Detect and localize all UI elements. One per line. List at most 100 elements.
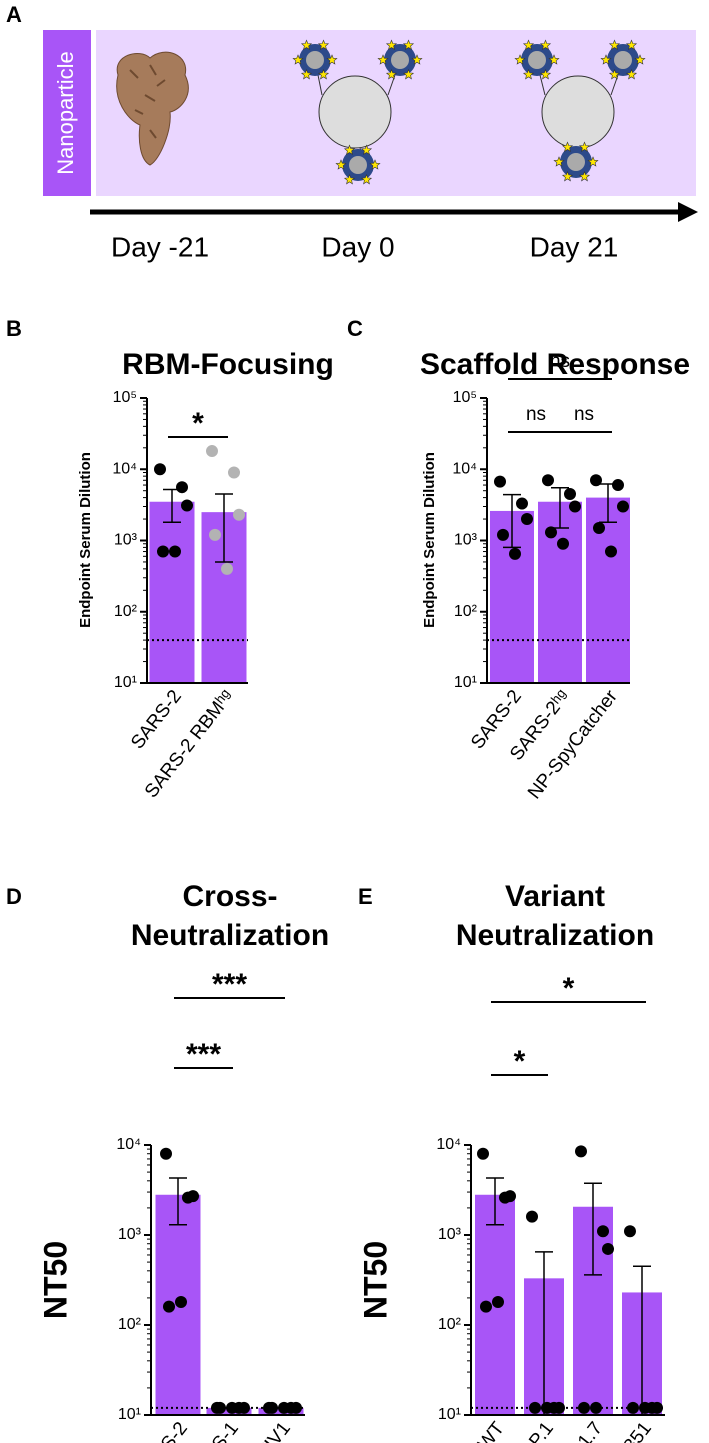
panel-letter: D <box>6 884 22 909</box>
star <box>553 156 565 167</box>
star <box>343 144 356 155</box>
star <box>385 68 398 80</box>
panel-chart: B RBM-Focusing Endpoint Serum Dilution 10¹ 1… <box>6 316 334 802</box>
data-point <box>617 500 629 513</box>
star <box>625 39 638 50</box>
data-point <box>509 547 521 560</box>
error-bar <box>215 493 233 563</box>
day-label: Day 0 <box>321 231 394 262</box>
panel-letter: C <box>347 316 363 341</box>
star <box>587 156 599 167</box>
star <box>522 39 535 50</box>
y-tick-label: 10³ <box>118 1226 142 1243</box>
nanoparticle-day0 <box>299 44 416 181</box>
star <box>608 68 621 80</box>
data-point <box>605 545 617 558</box>
y-tick-label: 10⁴ <box>112 460 137 477</box>
data-point <box>541 1401 553 1414</box>
data-point <box>480 1300 492 1313</box>
data-point <box>553 1401 565 1414</box>
y-tick-label: 10³ <box>114 532 138 549</box>
panel-chart: E Variant Neutralization NT50 10¹ 10² 10³ 10⁴ WT… <box>357 880 665 1443</box>
chart-title: RBM-Focusing <box>122 348 334 381</box>
charts: B RBM-Focusing Endpoint Serum Dilution 10¹ 1… <box>6 316 690 1443</box>
nanoparticle-day21 <box>521 44 639 178</box>
star <box>335 159 347 170</box>
y-tick-label: 10⁵ <box>453 389 477 406</box>
data-point <box>290 1401 302 1414</box>
star <box>561 141 574 152</box>
data-point <box>575 1145 587 1158</box>
significance-label: *** <box>212 968 247 1001</box>
star <box>608 39 621 50</box>
star <box>634 54 646 65</box>
nanoparticle-label: Nanoparticle <box>53 51 78 175</box>
star <box>539 39 552 50</box>
significance-label: * <box>563 972 575 1005</box>
data-point <box>593 521 605 534</box>
star <box>385 39 398 50</box>
data-point <box>169 545 181 558</box>
y-axis-label: NT50 <box>37 1241 73 1319</box>
chart-title: Neutralization <box>131 919 329 952</box>
y-tick-label: 10¹ <box>438 1406 461 1423</box>
data-point <box>160 1147 172 1160</box>
star <box>343 173 356 185</box>
error-bar <box>584 1182 602 1276</box>
data-point <box>175 1296 187 1309</box>
y-tick-label: 10¹ <box>114 674 137 691</box>
error-bar <box>486 1177 504 1226</box>
data-point <box>278 1401 290 1414</box>
data-point <box>497 528 509 541</box>
chart-title: Cross- <box>182 880 277 913</box>
y-tick-label: 10³ <box>454 532 478 549</box>
data-point <box>602 1242 614 1255</box>
data-point <box>651 1401 663 1414</box>
y-tick-label: 10³ <box>438 1226 462 1243</box>
data-point <box>612 479 624 492</box>
star <box>411 54 423 65</box>
y-tick-label: 10² <box>118 1316 142 1333</box>
bar <box>149 501 195 683</box>
data-point <box>494 475 506 488</box>
panel-letter: E <box>358 884 373 909</box>
data-point <box>181 499 193 512</box>
star <box>514 54 526 65</box>
data-point <box>233 508 245 521</box>
y-axis-label: Endpoint Serum Dilution <box>77 452 94 628</box>
star <box>522 68 535 80</box>
star <box>578 141 591 152</box>
star <box>317 68 330 80</box>
panel-letter: B <box>6 316 22 341</box>
significance-label: * <box>514 1045 526 1078</box>
data-point <box>163 1300 175 1313</box>
day-label: Day -21 <box>111 231 209 262</box>
star <box>600 54 612 65</box>
schematic: A Nanoparticle Day -21 Day 0 Day 21 <box>6 2 698 262</box>
label-box <box>43 30 91 196</box>
y-tick-label: 10⁵ <box>113 389 137 406</box>
star <box>548 54 560 65</box>
spike-protein <box>116 51 189 166</box>
data-point <box>187 1190 199 1203</box>
stars <box>292 39 646 185</box>
error-bar <box>169 1177 187 1226</box>
significance-label: ns <box>574 404 594 425</box>
data-point <box>206 445 218 458</box>
panel-chart: D Cross- Neutralization NT50 10¹ 10² 10³ 10⁴ SAR… <box>6 880 329 1443</box>
data-point <box>545 526 557 539</box>
data-point <box>557 537 569 550</box>
star <box>292 54 304 65</box>
data-point <box>597 1225 609 1238</box>
data-point <box>564 487 576 500</box>
data-point <box>542 474 554 487</box>
bar <box>586 497 630 683</box>
star <box>360 144 373 155</box>
data-point <box>569 500 581 513</box>
data-point <box>492 1296 504 1309</box>
data-point <box>578 1401 590 1414</box>
data-point <box>627 1401 639 1414</box>
data-point <box>529 1401 541 1414</box>
star <box>625 68 638 80</box>
